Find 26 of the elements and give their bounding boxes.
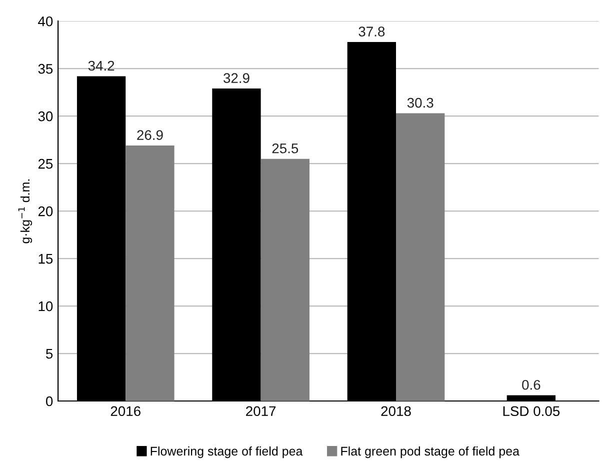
y-tick-label: 40 [38, 16, 53, 26]
data-label: 34.2 [88, 60, 114, 71]
x-tick-label: 2018 [381, 406, 411, 416]
data-label: 25.5 [272, 143, 298, 154]
bar [260, 158, 310, 401]
x-tick-label: LSD 0.05 [503, 406, 560, 416]
bar [396, 113, 445, 401]
y-tick-label: 20 [38, 206, 53, 216]
data-label: 32.9 [224, 73, 250, 84]
x-tick-label: 2017 [246, 406, 276, 416]
y-tick-label: 0 [46, 396, 53, 406]
legend-label: Flowering stage of field pea [150, 446, 303, 458]
data-label: 26.9 [137, 130, 163, 140]
y-tick-label: 35 [38, 64, 53, 74]
y-tick-label: 30 [38, 111, 53, 122]
y-tick-label: 25 [38, 158, 53, 169]
legend-label: Flat green pod stage of field pea [341, 446, 520, 458]
data-label: 30.3 [407, 98, 434, 108]
y-tick-label: 15 [38, 254, 53, 264]
data-label: 37.8 [358, 26, 385, 36]
data-label: 0.6 [522, 380, 540, 390]
y-tick-label: 10 [38, 301, 53, 312]
y-axis-title: g·kg$^{−1}$ d.m. [18, 179, 32, 244]
bar [126, 146, 174, 401]
x-tick-label: 2016 [110, 406, 140, 416]
y-tick-label: 5 [46, 348, 53, 359]
